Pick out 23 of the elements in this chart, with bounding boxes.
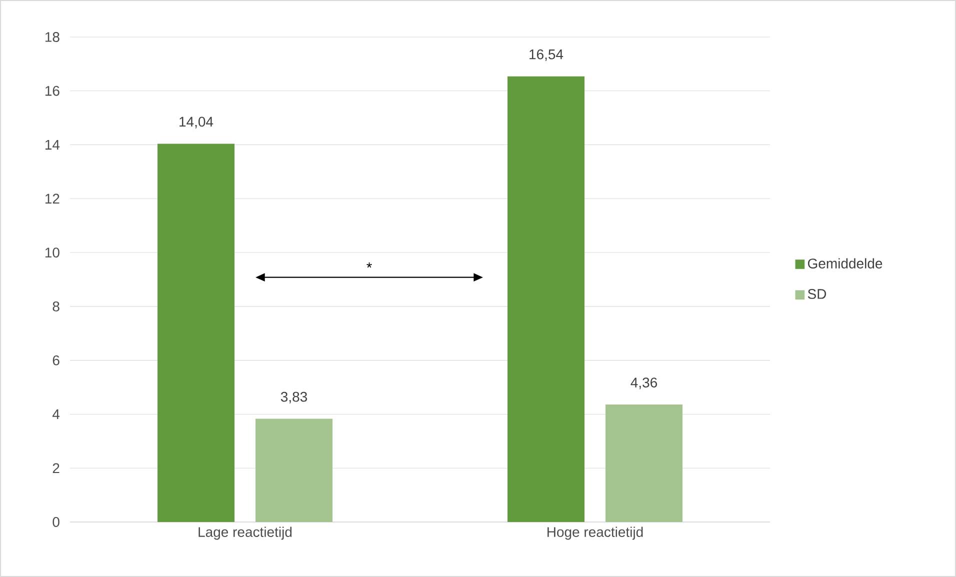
bar [158,144,235,522]
bar [606,404,683,522]
bar [508,76,585,522]
data-label: 4,36 [630,378,658,390]
x-tick-label: Lage reactietijd [198,526,292,540]
y-tick-label: 6 [52,355,60,366]
y-tick-label: 18 [45,32,60,42]
data-label: 16,54 [530,49,564,61]
y-tick-label: 10 [45,248,60,258]
y-tick-label: 4 [52,409,60,420]
y-tick-label: 2 [52,463,60,473]
y-tick-label: 8 [52,301,60,312]
data-label: 3,83 [280,392,308,404]
y-tick-label: 0 [52,517,60,527]
y-tick-label: 16 [45,86,60,96]
y-tick-label: 12 [45,194,60,204]
bar [256,418,333,522]
data-label: 14,04 [180,116,214,128]
legend-label: Gemiddelde [808,258,882,268]
x-tick-label: Hoge reactietijd [548,526,643,540]
annotation: * [366,262,372,268]
y-tick-label: 14 [45,140,60,150]
legend-label: SD [808,289,826,299]
